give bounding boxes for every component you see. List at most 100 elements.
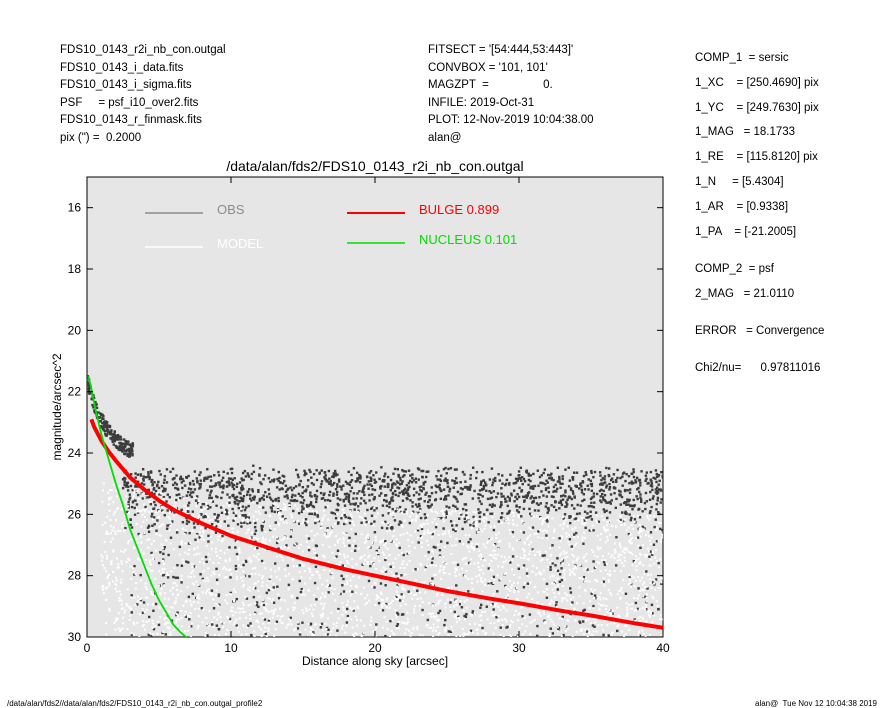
model-point bbox=[177, 498, 180, 501]
model-point bbox=[323, 602, 326, 605]
obs-point bbox=[291, 493, 294, 497]
model-point bbox=[546, 530, 549, 533]
obs-point bbox=[165, 500, 168, 503]
obs-point bbox=[352, 467, 356, 470]
obs-point bbox=[649, 550, 652, 553]
model-point bbox=[226, 529, 229, 532]
model-point bbox=[180, 543, 183, 546]
obs-point bbox=[430, 486, 433, 489]
model-point bbox=[482, 558, 485, 561]
model-point bbox=[495, 603, 498, 606]
model-point bbox=[138, 510, 141, 513]
model-point bbox=[361, 634, 364, 637]
obs-point bbox=[352, 502, 355, 506]
model-point bbox=[585, 553, 588, 556]
model-point bbox=[583, 536, 586, 539]
obs-point bbox=[309, 623, 312, 626]
obs-point bbox=[402, 553, 405, 557]
model-point bbox=[278, 578, 281, 581]
obs-point bbox=[260, 528, 264, 532]
model-point bbox=[216, 554, 219, 557]
model-point bbox=[363, 624, 366, 627]
obs-point bbox=[327, 481, 331, 484]
obs-point bbox=[216, 513, 220, 517]
obs-point bbox=[296, 596, 299, 600]
model-point bbox=[539, 552, 542, 555]
model-point bbox=[107, 532, 110, 535]
model-point bbox=[108, 609, 111, 612]
obs-point bbox=[128, 451, 132, 455]
model-point bbox=[235, 578, 238, 581]
model-point bbox=[114, 519, 117, 522]
model-point bbox=[532, 564, 535, 567]
model-point bbox=[190, 571, 193, 574]
model-point bbox=[190, 562, 193, 565]
model-point bbox=[264, 626, 267, 629]
obs-point bbox=[267, 488, 270, 491]
obs-point bbox=[649, 484, 653, 487]
obs-point bbox=[181, 521, 185, 524]
obs-point bbox=[550, 472, 553, 475]
obs-point bbox=[485, 489, 488, 492]
obs-point bbox=[469, 477, 472, 480]
model-point bbox=[191, 569, 194, 572]
model-point bbox=[483, 516, 486, 519]
obs-point bbox=[307, 548, 311, 552]
model-point bbox=[420, 537, 423, 540]
model-point bbox=[325, 536, 328, 539]
obs-point bbox=[307, 479, 310, 482]
obs-point bbox=[589, 482, 593, 486]
model-point bbox=[423, 523, 426, 526]
obs-point bbox=[356, 477, 359, 480]
model-point bbox=[236, 530, 239, 533]
obs-point bbox=[645, 607, 648, 611]
model-point bbox=[248, 556, 251, 559]
model-point bbox=[337, 609, 340, 612]
model-point bbox=[150, 543, 153, 546]
obs-point bbox=[103, 429, 107, 432]
obs-point bbox=[215, 504, 218, 507]
model-point bbox=[464, 618, 467, 621]
obs-point bbox=[320, 480, 324, 483]
obs-point bbox=[293, 499, 296, 503]
model-point bbox=[392, 540, 395, 543]
model-point bbox=[642, 595, 645, 598]
model-point bbox=[109, 540, 112, 543]
model-point bbox=[548, 603, 551, 606]
obs-point bbox=[210, 485, 214, 488]
model-point bbox=[127, 542, 130, 545]
model-point bbox=[443, 520, 446, 523]
obs-point bbox=[421, 469, 425, 473]
model-point bbox=[631, 553, 634, 556]
model-point bbox=[633, 596, 636, 599]
obs-point bbox=[257, 490, 260, 493]
obs-point bbox=[437, 485, 440, 488]
obs-point bbox=[233, 477, 236, 480]
obs-point bbox=[427, 506, 431, 509]
obs-point bbox=[343, 504, 347, 507]
obs-point bbox=[478, 520, 481, 523]
model-point bbox=[344, 564, 347, 567]
obs-point bbox=[510, 492, 513, 495]
obs-point bbox=[243, 469, 247, 473]
model-point bbox=[396, 590, 399, 593]
obs-point bbox=[128, 455, 131, 458]
model-point bbox=[501, 618, 504, 621]
model-point bbox=[213, 634, 216, 637]
obs-point bbox=[605, 484, 608, 487]
obs-point bbox=[232, 511, 236, 515]
model-point bbox=[591, 570, 594, 573]
model-point bbox=[369, 623, 372, 626]
model-point bbox=[218, 557, 221, 560]
model-point bbox=[173, 514, 176, 517]
model-point bbox=[149, 527, 152, 530]
model-point bbox=[445, 562, 448, 565]
obs-point bbox=[569, 488, 573, 492]
model-point bbox=[139, 579, 142, 582]
obs-point bbox=[543, 468, 547, 471]
obs-point bbox=[454, 477, 458, 480]
model-point bbox=[150, 592, 153, 595]
model-point bbox=[586, 635, 589, 637]
obs-point bbox=[639, 493, 642, 496]
obs-point bbox=[305, 472, 308, 476]
